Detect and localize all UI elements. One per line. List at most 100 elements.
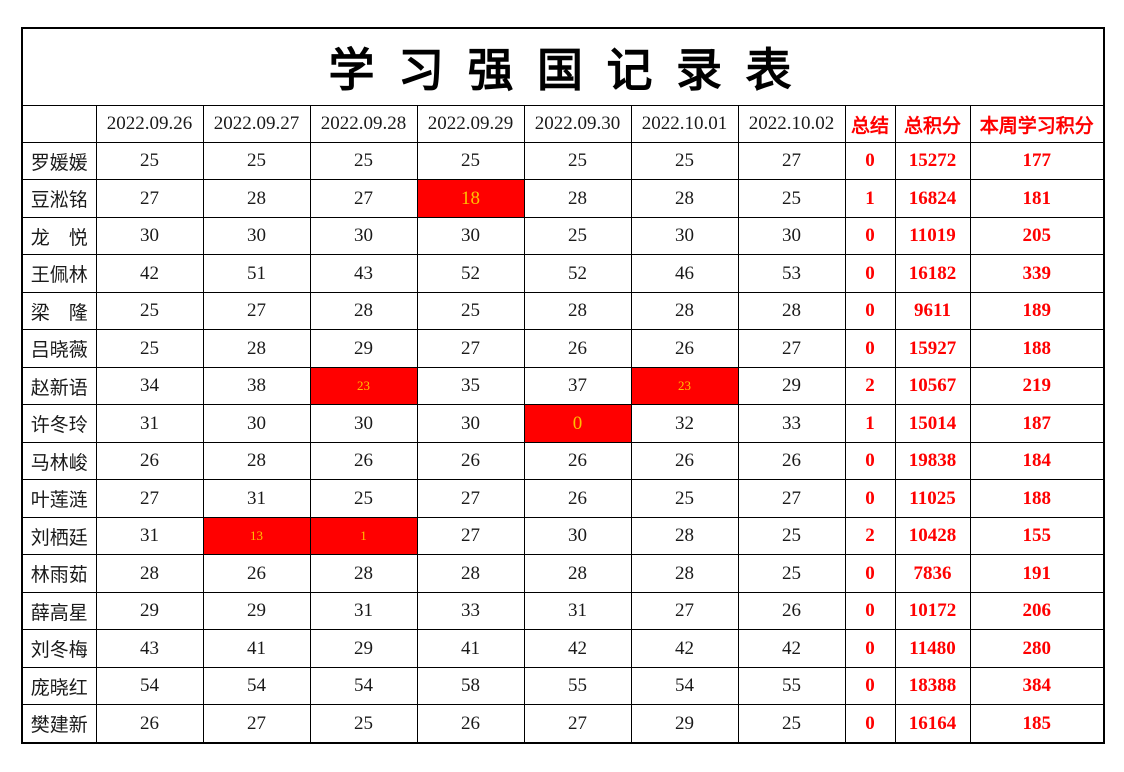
daily-score-cell: 27: [416, 516, 525, 556]
total-points: 16182: [894, 254, 971, 293]
table-row: 马林峻 26 28 26 26 26 26 26 0 19838 184: [21, 441, 1105, 481]
daily-score-cell-highlighted: 23: [309, 366, 418, 406]
total-points: 19838: [894, 441, 971, 481]
table-row: 梁 隆 25 27 28 25 28 28 28 0 9611 189: [21, 291, 1105, 331]
daily-score-cell-highlighted: 13: [202, 516, 311, 556]
student-name: 许冬玲: [21, 404, 97, 443]
daily-score-cell: 28: [523, 554, 632, 593]
summary-count: 0: [844, 141, 896, 181]
daily-score-cell: 25: [309, 704, 418, 744]
daily-score-cell: 38: [202, 366, 311, 406]
summary-count: 0: [844, 666, 896, 706]
summary-count: 1: [844, 179, 896, 218]
summary-count: 0: [844, 216, 896, 256]
summary-column-header: 本周学习积分: [969, 105, 1105, 143]
daily-score-cell: 26: [523, 329, 632, 368]
table-row: 豆淞铭 27 28 27 18 28 28 25 1 16824 181: [21, 179, 1105, 218]
daily-score-cell: 25: [630, 141, 739, 181]
daily-score-cell: 33: [737, 404, 846, 443]
week-points: 188: [969, 479, 1105, 518]
daily-score-cell: 26: [416, 704, 525, 744]
date-column-header: 2022.09.30: [523, 105, 632, 143]
daily-score-cell: 27: [95, 479, 204, 518]
student-name: 吕晓薇: [21, 329, 97, 368]
daily-score-cell: 26: [95, 441, 204, 481]
daily-score-cell: 55: [737, 666, 846, 706]
table-row: 吕晓薇 25 28 29 27 26 26 27 0 15927 188: [21, 329, 1105, 368]
student-name: 赵新语: [21, 366, 97, 406]
daily-score-cell: 28: [202, 329, 311, 368]
daily-score-cell: 25: [523, 141, 632, 181]
daily-score-cell: 42: [95, 254, 204, 293]
daily-score-cell: 28: [202, 179, 311, 218]
daily-score-cell: 26: [95, 704, 204, 744]
daily-score-cell: 25: [630, 479, 739, 518]
daily-score-cell: 31: [309, 591, 418, 631]
daily-score-cell: 42: [737, 629, 846, 668]
daily-score-cell: 43: [309, 254, 418, 293]
total-points: 15014: [894, 404, 971, 443]
daily-score-cell: 25: [202, 141, 311, 181]
week-points: 339: [969, 254, 1105, 293]
total-points: 15927: [894, 329, 971, 368]
daily-score-cell: 25: [309, 479, 418, 518]
daily-score-cell: 25: [416, 291, 525, 331]
daily-score-cell: 28: [523, 291, 632, 331]
daily-score-cell: 26: [630, 441, 739, 481]
daily-score-cell: 35: [416, 366, 525, 406]
daily-score-cell: 28: [630, 291, 739, 331]
daily-score-cell: 41: [416, 629, 525, 668]
summary-count: 0: [844, 704, 896, 744]
student-name: 叶莲涟: [21, 479, 97, 518]
daily-score-cell: 31: [523, 591, 632, 631]
header-row: 2022.09.26 2022.09.27 2022.09.28 2022.09.29…: [21, 105, 1105, 143]
week-points: 177: [969, 141, 1105, 181]
daily-score-cell: 29: [309, 629, 418, 668]
week-points: 184: [969, 441, 1105, 481]
student-name: 薛高星: [21, 591, 97, 631]
daily-score-cell: 52: [416, 254, 525, 293]
date-column-header: 2022.10.02: [737, 105, 846, 143]
student-name: 龙 悦: [21, 216, 97, 256]
daily-score-cell: 30: [202, 404, 311, 443]
daily-score-cell: 30: [630, 216, 739, 256]
daily-score-cell: 27: [737, 329, 846, 368]
total-points: 7836: [894, 554, 971, 593]
daily-score-cell-highlighted: 1: [309, 516, 418, 556]
daily-score-cell: 25: [95, 329, 204, 368]
daily-score-cell: 26: [630, 329, 739, 368]
daily-score-cell: 27: [630, 591, 739, 631]
date-column-header: 2022.09.28: [309, 105, 418, 143]
daily-score-cell: 25: [416, 141, 525, 181]
table-row: 林雨茹 28 26 28 28 28 28 25 0 7836 191: [21, 554, 1105, 593]
total-points: 11480: [894, 629, 971, 668]
daily-score-cell: 30: [416, 216, 525, 256]
daily-score-cell: 27: [202, 291, 311, 331]
daily-score-cell: 29: [95, 591, 204, 631]
total-points: 18388: [894, 666, 971, 706]
table-row: 龙 悦 30 30 30 30 25 30 30 0 11019 205: [21, 216, 1105, 256]
summary-count: 2: [844, 516, 896, 556]
student-name: 刘栖廷: [21, 516, 97, 556]
daily-score-cell: 26: [416, 441, 525, 481]
daily-score-cell-highlighted: 0: [523, 404, 632, 443]
daily-score-cell: 30: [309, 216, 418, 256]
daily-score-cell: 25: [95, 141, 204, 181]
daily-score-cell: 30: [416, 404, 525, 443]
student-name: 樊建新: [21, 704, 97, 744]
page-title: 学 习 强 国 记 录 表: [21, 27, 1105, 106]
total-points: 11025: [894, 479, 971, 518]
daily-score-cell: 26: [737, 441, 846, 481]
daily-score-cell: 53: [737, 254, 846, 293]
daily-score-cell: 28: [202, 441, 311, 481]
daily-score-cell: 29: [202, 591, 311, 631]
daily-score-cell: 27: [309, 179, 418, 218]
daily-score-cell: 42: [630, 629, 739, 668]
table-row: 王佩林 42 51 43 52 52 46 53 0 16182 339: [21, 254, 1105, 293]
daily-score-cell: 33: [416, 591, 525, 631]
daily-score-cell: 31: [95, 404, 204, 443]
daily-score-cell: 28: [416, 554, 525, 593]
week-points: 280: [969, 629, 1105, 668]
daily-score-cell: 37: [523, 366, 632, 406]
summary-count: 0: [844, 554, 896, 593]
